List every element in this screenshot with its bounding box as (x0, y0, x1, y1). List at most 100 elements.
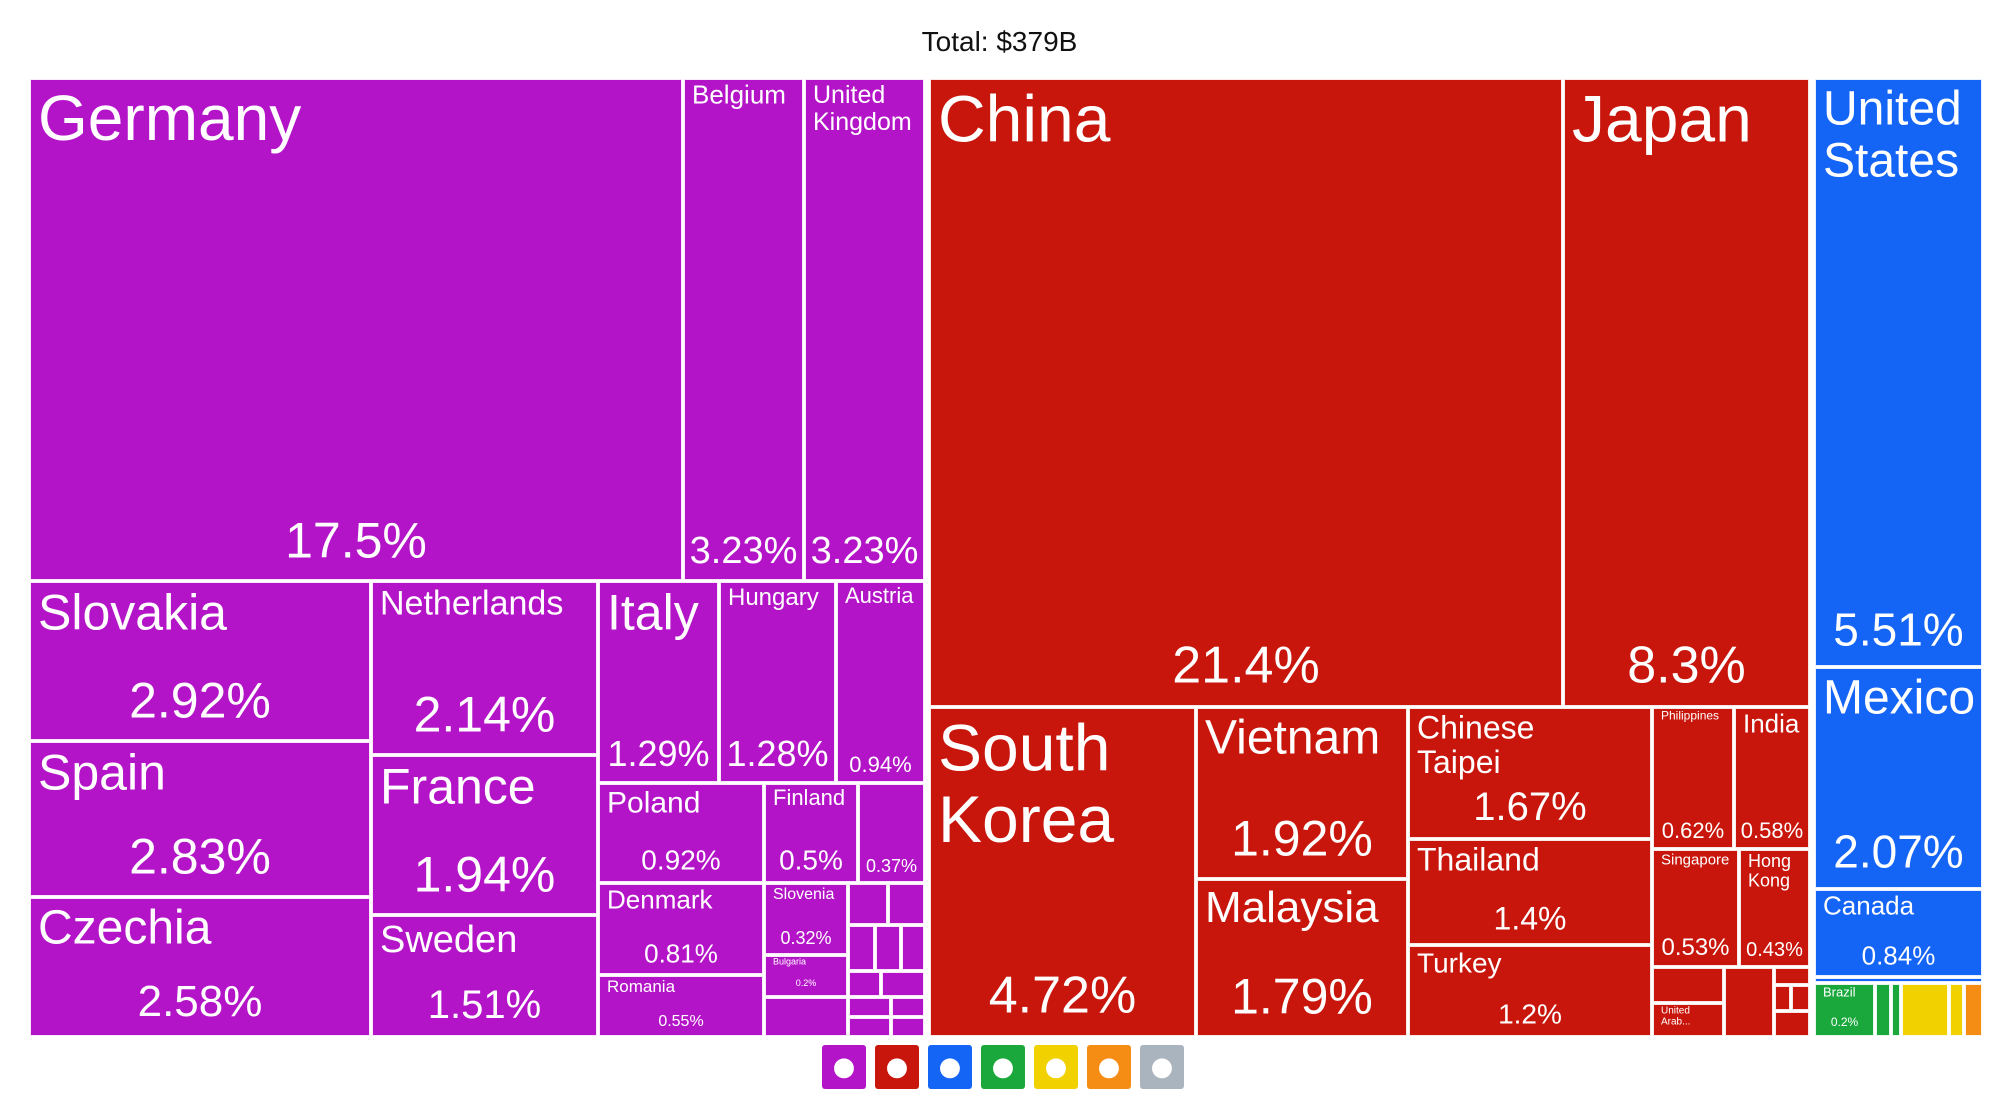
small-tile-europe-9[interactable] (891, 997, 925, 1017)
tile-label-hong-kong: Kong (1748, 871, 1790, 891)
tile-united-kingdom[interactable] (804, 78, 925, 581)
tile-vietnam[interactable] (1196, 707, 1408, 879)
tile-hong-kong[interactable] (1739, 849, 1810, 967)
legend-south-america-icon[interactable]: ● (981, 1045, 1025, 1089)
tile-value-slovakia: 2.92% (129, 673, 271, 729)
tile-belgium[interactable] (683, 78, 804, 581)
tile-malaysia[interactable] (1196, 879, 1408, 1037)
tile-austria[interactable] (836, 581, 925, 783)
small-tile-oceania-22[interactable] (1964, 983, 1983, 1037)
tile-value-poland: 0.92% (641, 844, 720, 875)
tile-label-france: France (380, 759, 536, 815)
tile-philippines[interactable] (1652, 707, 1734, 849)
tile-label-malaysia: Malaysia (1205, 883, 1379, 932)
tile-label-italy: Italy (607, 585, 699, 641)
tile-romania[interactable] (598, 975, 764, 1037)
tile-italy[interactable] (598, 581, 719, 783)
small-tile-europe-0[interactable] (848, 883, 888, 925)
tile-netherlands[interactable] (371, 581, 598, 755)
tile-singapore[interactable] (1652, 849, 1739, 967)
small-tile-europe-1[interactable] (888, 883, 925, 925)
tile-czechia[interactable] (29, 897, 371, 1037)
tile-label-belgium: Belgium (692, 80, 786, 110)
tile-label-hungary: Hungary (728, 584, 819, 611)
small-tile-north-america-23[interactable] (1814, 977, 1983, 983)
small-tile-asia-16[interactable] (1791, 985, 1810, 1011)
tile-canada[interactable] (1814, 889, 1983, 977)
tile-label-india: India (1743, 709, 1800, 739)
tile-label-chinese-taipei: Taipei (1417, 744, 1501, 780)
tile-value-sweden: 1.51% (428, 983, 541, 1027)
legend-oceania-icon[interactable]: ● (1087, 1045, 1131, 1089)
legend-north-america-icon[interactable]: ● (928, 1045, 972, 1089)
small-tile-asia-12[interactable] (1652, 967, 1724, 1003)
tile-china[interactable] (929, 78, 1563, 707)
tile-slovenia[interactable] (764, 883, 848, 955)
tile-label-japan: Japan (1572, 82, 1752, 156)
tile-mexico[interactable] (1814, 667, 1983, 889)
small-tile-europe-2[interactable] (848, 925, 875, 971)
tile-label-singapore: Singapore (1661, 851, 1729, 868)
tile-hungary[interactable] (719, 581, 836, 783)
tile-value-china: 21.4% (1172, 637, 1319, 695)
tile-value-denmark: 0.81% (644, 938, 718, 968)
tile-value-italy: 1.29% (607, 733, 709, 774)
small-tile-africa-20[interactable] (1901, 983, 1949, 1037)
tile-value-united-states: 5.51% (1833, 603, 1963, 655)
tile-chinese-taipei[interactable] (1408, 707, 1652, 839)
tile-value-south-korea: 4.72% (989, 967, 1136, 1025)
tile-label-germany: Germany (38, 82, 301, 154)
tile-denmark[interactable] (598, 883, 764, 975)
legend-asia-icon[interactable]: ● (875, 1045, 919, 1089)
small-tile-europe-11[interactable] (891, 1017, 925, 1037)
tile-label-brazil: Brazil (1823, 984, 1856, 999)
tile-india[interactable] (1734, 707, 1810, 849)
tile-japan[interactable] (1563, 78, 1810, 707)
tile-united-arab[interactable] (1652, 1003, 1724, 1037)
small-tile-europe-6[interactable] (881, 971, 925, 997)
chart-title: Total: $379B (921, 26, 1078, 57)
legend-antarctica-icon[interactable]: ● (1140, 1045, 1184, 1089)
small-tile-asia-17[interactable] (1774, 1011, 1810, 1037)
tile-value-unlabeled: 0.37% (866, 856, 917, 876)
tile-label-china: China (938, 82, 1111, 156)
small-tile-asia-13[interactable] (1724, 967, 1774, 1037)
small-tile-south-america-18[interactable] (1875, 983, 1891, 1037)
tile-poland[interactable] (598, 783, 764, 883)
tile-label-sweden: Sweden (380, 919, 517, 961)
small-tile-europe-4[interactable] (901, 925, 925, 971)
tile-thailand[interactable] (1408, 839, 1652, 945)
tile-label-chinese-taipei: Chinese (1417, 709, 1534, 745)
tile-label-philippines: Philippines (1661, 708, 1719, 722)
tile-label-slovenia: Slovenia (773, 886, 834, 903)
legend-africa-icon[interactable]: ● (1034, 1045, 1078, 1089)
tile-bulgaria[interactable] (764, 955, 848, 997)
tile-slovakia[interactable] (29, 581, 371, 741)
tile-label-united-kingdom: Kingdom (813, 108, 912, 136)
tile-south-korea[interactable] (929, 707, 1196, 1037)
tile-turkey[interactable] (1408, 945, 1652, 1037)
small-tile-europe-7[interactable] (764, 997, 848, 1037)
small-tile-africa-21[interactable] (1949, 983, 1964, 1037)
legend-europe-icon[interactable]: ● (822, 1045, 866, 1089)
small-tile-europe-10[interactable] (848, 1017, 891, 1037)
small-tile-europe-8[interactable] (848, 997, 891, 1017)
tile-value-singapore: 0.53% (1661, 934, 1729, 961)
tile-value-romania: 0.55% (658, 1013, 703, 1030)
tile-unlabeled[interactable] (858, 783, 925, 883)
tile-brazil[interactable] (1814, 983, 1875, 1037)
tile-spain[interactable] (29, 741, 371, 897)
tile-germany[interactable] (29, 78, 683, 581)
tile-value-philippines: 0.62% (1662, 818, 1724, 843)
tile-sweden[interactable] (371, 915, 598, 1037)
tile-france[interactable] (371, 755, 598, 915)
tile-value-chinese-taipei: 1.67% (1473, 785, 1586, 829)
small-tile-south-america-19[interactable] (1891, 983, 1901, 1037)
tile-finland[interactable] (764, 783, 858, 883)
small-tile-asia-14[interactable] (1774, 967, 1810, 985)
small-tile-asia-15[interactable] (1774, 985, 1791, 1011)
small-tile-europe-3[interactable] (875, 925, 901, 971)
small-tile-europe-5[interactable] (848, 971, 881, 997)
tile-value-mexico: 2.07% (1833, 825, 1963, 877)
tile-united-states[interactable] (1814, 78, 1983, 667)
